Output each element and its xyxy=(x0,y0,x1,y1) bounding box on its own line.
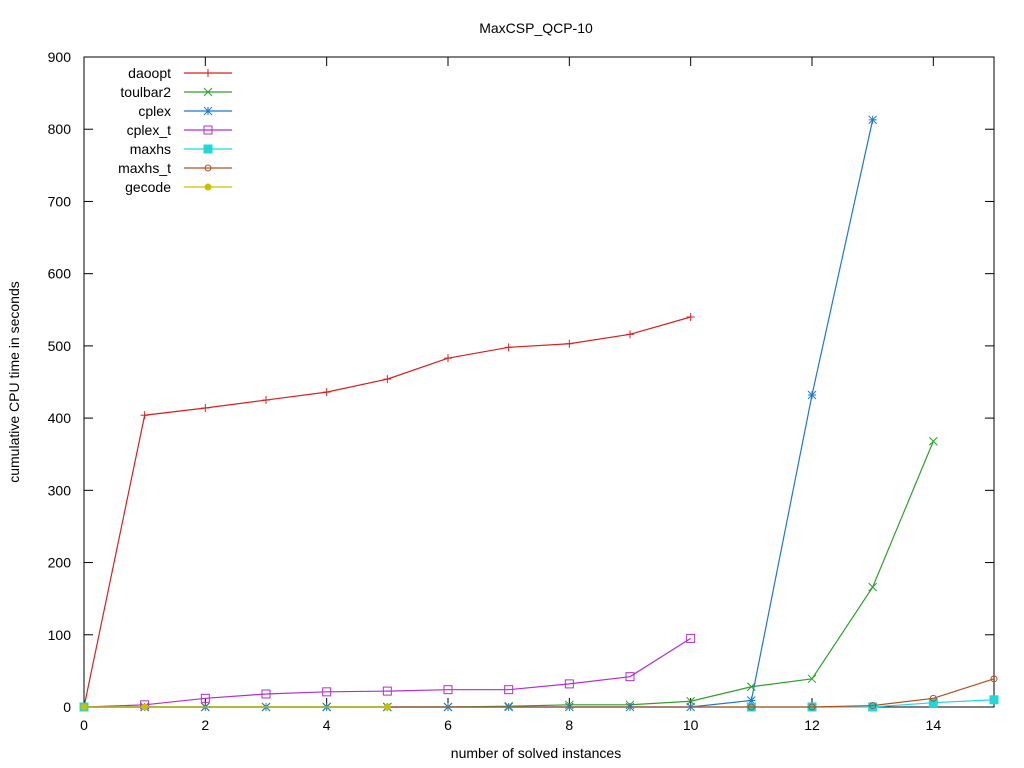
series-gecode xyxy=(80,703,391,711)
x-tick-label: 10 xyxy=(683,717,699,733)
y-tick-label: 400 xyxy=(48,410,72,426)
legend-item-gecode: gecode xyxy=(125,179,232,195)
y-tick-label: 300 xyxy=(48,482,72,498)
legend-item-maxhs: maxhs xyxy=(130,141,232,157)
x-tick-label: 6 xyxy=(444,717,452,733)
y-tick-label: 900 xyxy=(48,49,72,65)
series-maxhs xyxy=(79,695,999,712)
series-cplex_t xyxy=(79,633,696,712)
axis-ticks: 0 100 200 300 400 500 600 700 800 900 0 2 4 6 8 10 12 14 xyxy=(48,49,994,733)
x-axis-label: number of solved instances xyxy=(451,745,621,761)
x-tick-label: 4 xyxy=(323,717,331,733)
y-tick-label: 100 xyxy=(48,627,72,643)
x-tick-label: 12 xyxy=(804,717,820,733)
legend-label: cplex xyxy=(138,103,171,119)
y-tick-label: 500 xyxy=(48,338,72,354)
y-tick-label: 600 xyxy=(48,266,72,282)
series-toulbar2 xyxy=(79,436,938,712)
legend-label: gecode xyxy=(125,179,171,195)
series-cplex xyxy=(79,115,878,712)
x-tick-label: 2 xyxy=(201,717,209,733)
series-daoopt xyxy=(80,313,695,711)
y-tick-label: 200 xyxy=(48,555,72,571)
legend-label: daoopt xyxy=(128,65,171,81)
legend-label: maxhs xyxy=(130,141,171,157)
data-series xyxy=(79,115,999,712)
legend-label: toulbar2 xyxy=(120,84,171,100)
y-axis-label: cumulative CPU time in seconds xyxy=(6,281,22,483)
legend-label: maxhs_t xyxy=(118,160,171,176)
legend-item-cplex_t: cplex_t xyxy=(127,122,232,138)
x-tick-label: 8 xyxy=(565,717,573,733)
legend-item-toulbar2: toulbar2 xyxy=(120,84,232,100)
y-tick-label: 700 xyxy=(48,193,72,209)
y-tick-label: 0 xyxy=(63,699,71,715)
y-tick-label: 800 xyxy=(48,121,72,137)
legend-item-daoopt: daoopt xyxy=(128,65,232,81)
x-tick-label: 0 xyxy=(80,717,88,733)
legend-label: cplex_t xyxy=(127,122,171,138)
series-maxhs_t xyxy=(80,675,998,711)
chart-title: MaxCSP_QCP-10 xyxy=(479,20,593,36)
x-tick-label: 14 xyxy=(926,717,942,733)
legend-item-cplex: cplex xyxy=(138,103,232,119)
legend-item-maxhs_t: maxhs_t xyxy=(118,160,232,176)
